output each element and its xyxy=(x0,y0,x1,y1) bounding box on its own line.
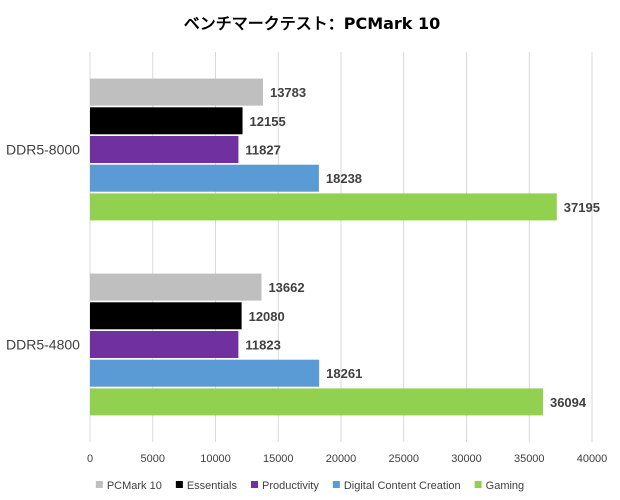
bar xyxy=(90,388,543,416)
bar xyxy=(90,78,263,106)
bar xyxy=(90,107,243,135)
bar xyxy=(90,136,239,163)
x-axis-ticks: 0 5000 10000 15000 20000 25000 30000 35000 40000 xyxy=(87,453,607,465)
legend-label: Essentials xyxy=(187,480,238,492)
bar xyxy=(90,273,262,301)
x-tick-label: 0 xyxy=(87,453,93,465)
legend-label: Digital Content Creation xyxy=(344,480,461,492)
bar xyxy=(90,302,242,330)
legend-swatch xyxy=(175,481,183,488)
legend: PCMark 10 Essentials Productivity Digital C… xyxy=(95,480,525,492)
bar xyxy=(90,331,239,358)
legend-label: Gaming xyxy=(486,480,525,492)
x-tick-label: 25000 xyxy=(388,453,419,465)
data-label: 12155 xyxy=(250,114,286,129)
data-label: 13662 xyxy=(268,280,304,295)
legend-label: PCMark 10 xyxy=(107,480,162,492)
data-label: 18261 xyxy=(326,366,362,381)
x-tick-label: 30000 xyxy=(451,453,482,465)
x-tick-label: 35000 xyxy=(514,453,545,465)
legend-swatch xyxy=(474,481,482,488)
category-label: DDR5-4800 xyxy=(6,337,80,353)
x-tick-label: 40000 xyxy=(577,453,608,465)
x-tick-label: 15000 xyxy=(263,453,294,465)
bar xyxy=(90,164,319,192)
chart-title: ベンチマークテスト：PCMark 10 xyxy=(184,14,441,33)
bar xyxy=(90,359,320,387)
category-label: DDR5-8000 xyxy=(6,142,80,158)
x-tick-label: 10000 xyxy=(200,453,231,465)
legend-label: Productivity xyxy=(262,480,319,492)
legend-swatch xyxy=(250,481,258,488)
x-tick-label: 5000 xyxy=(141,453,165,465)
category-labels: DDR5-8000 DDR5-4800 xyxy=(6,142,80,353)
bar xyxy=(90,193,557,221)
data-label: 36094 xyxy=(550,395,587,410)
data-label: 37195 xyxy=(564,200,600,215)
data-label: 11823 xyxy=(245,338,280,353)
legend-swatch xyxy=(332,481,340,488)
data-label: 18238 xyxy=(326,171,362,186)
legend-swatch xyxy=(95,481,103,488)
bars xyxy=(90,78,557,416)
x-tick-label: 20000 xyxy=(326,453,357,465)
data-label: 12080 xyxy=(249,309,285,324)
data-label: 13783 xyxy=(270,85,306,100)
data-label: 11827 xyxy=(245,143,280,158)
data-labels: 13783 12155 11827 18238 37195 13662 12080 11823… xyxy=(245,85,600,410)
